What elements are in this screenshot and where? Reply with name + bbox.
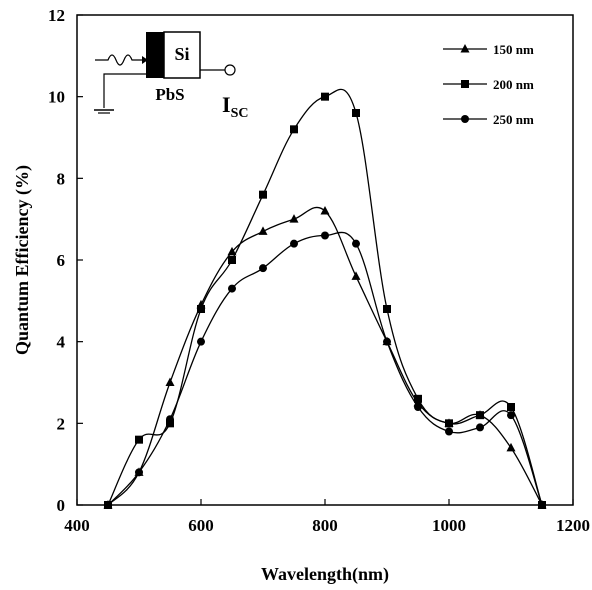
- si-label: Si: [174, 44, 189, 64]
- data-point-square: [352, 109, 360, 117]
- y-tick-label: 12: [48, 6, 65, 25]
- si-layer: [163, 31, 201, 79]
- data-point-circle: [197, 337, 205, 346]
- data-point-triangle: [320, 206, 330, 215]
- data-point-circle: [259, 264, 267, 273]
- data-point-circle: [228, 284, 236, 293]
- data-point-triangle: [165, 377, 175, 386]
- legend-marker-circle: [461, 115, 469, 123]
- series-line-triangle: [107, 206, 543, 506]
- y-tick-label: 0: [57, 496, 66, 515]
- terminal-icon: [224, 64, 236, 76]
- isc-label: ISC: [222, 92, 248, 121]
- y-tick-label: 6: [57, 251, 66, 270]
- x-tick-label: 1200: [556, 516, 590, 535]
- data-point-circle: [321, 231, 329, 240]
- axis-ticks: 400 600 800 1000 1200 0 2 4 6 8 10 12: [48, 6, 590, 535]
- data-point-circle: [104, 501, 112, 509]
- legend-marker-triangle: [460, 44, 470, 53]
- data-point-square: [507, 403, 515, 411]
- legend-label: 250 nm: [493, 112, 534, 127]
- series-lines: [107, 88, 543, 506]
- data-point-circle: [414, 403, 422, 411]
- legend-label: 150 nm: [493, 42, 534, 57]
- data-point-circle: [166, 415, 174, 424]
- data-point-square: [414, 394, 422, 403]
- x-tick-label: 1000: [432, 516, 466, 535]
- data-point-square: [166, 419, 174, 428]
- data-point-square: [259, 190, 267, 199]
- data-point-square: [135, 435, 143, 444]
- data-point-circle: [352, 239, 360, 248]
- data-point-circle: [476, 423, 484, 432]
- y-tick-label: 2: [57, 414, 66, 433]
- data-point-circle: [383, 337, 391, 346]
- data-point-square: [383, 305, 391, 313]
- legend-marker-square: [461, 80, 469, 88]
- data-point-triangle: [227, 246, 237, 256]
- y-tick-label: 10: [48, 88, 65, 107]
- x-tick-label: 800: [312, 516, 338, 535]
- data-point-square: [290, 125, 298, 134]
- data-point-triangle: [289, 214, 299, 223]
- y-tick-label: 8: [57, 169, 66, 188]
- data-point-triangle: [351, 271, 361, 280]
- data-point-square: [228, 256, 236, 264]
- data-point-circle: [290, 239, 298, 248]
- data-point-circle: [507, 411, 515, 420]
- x-axis-title: Wavelength(nm): [261, 564, 389, 585]
- device-inset: Si PbS ISC: [94, 31, 248, 121]
- y-tick-label: 4: [57, 333, 66, 352]
- data-point-circle: [135, 468, 143, 477]
- x-tick-label: 600: [188, 516, 214, 535]
- data-point-triangle: [258, 226, 268, 235]
- data-point-square: [197, 305, 205, 313]
- series-line-circle: [107, 231, 543, 506]
- x-tick-label: 400: [64, 516, 90, 535]
- series-markers: [103, 92, 547, 509]
- legend: 150 nm 200 nm 250 nm: [443, 42, 534, 127]
- data-point-triangle: [506, 442, 516, 452]
- y-axis-title: Quantum Efficiency (%): [12, 165, 33, 355]
- light-arrow-icon: [142, 56, 148, 64]
- data-point-circle: [445, 427, 453, 436]
- light-wave-icon: [95, 54, 142, 66]
- series-line-square: [107, 88, 543, 506]
- pbs-layer: [146, 32, 164, 78]
- data-point-square: [445, 419, 453, 428]
- data-point-square: [476, 411, 484, 420]
- legend-label: 200 nm: [493, 77, 534, 92]
- pbs-label: PbS: [155, 85, 184, 104]
- data-point-circle: [538, 501, 546, 509]
- ground-wire: [103, 73, 146, 108]
- data-point-square: [321, 92, 329, 101]
